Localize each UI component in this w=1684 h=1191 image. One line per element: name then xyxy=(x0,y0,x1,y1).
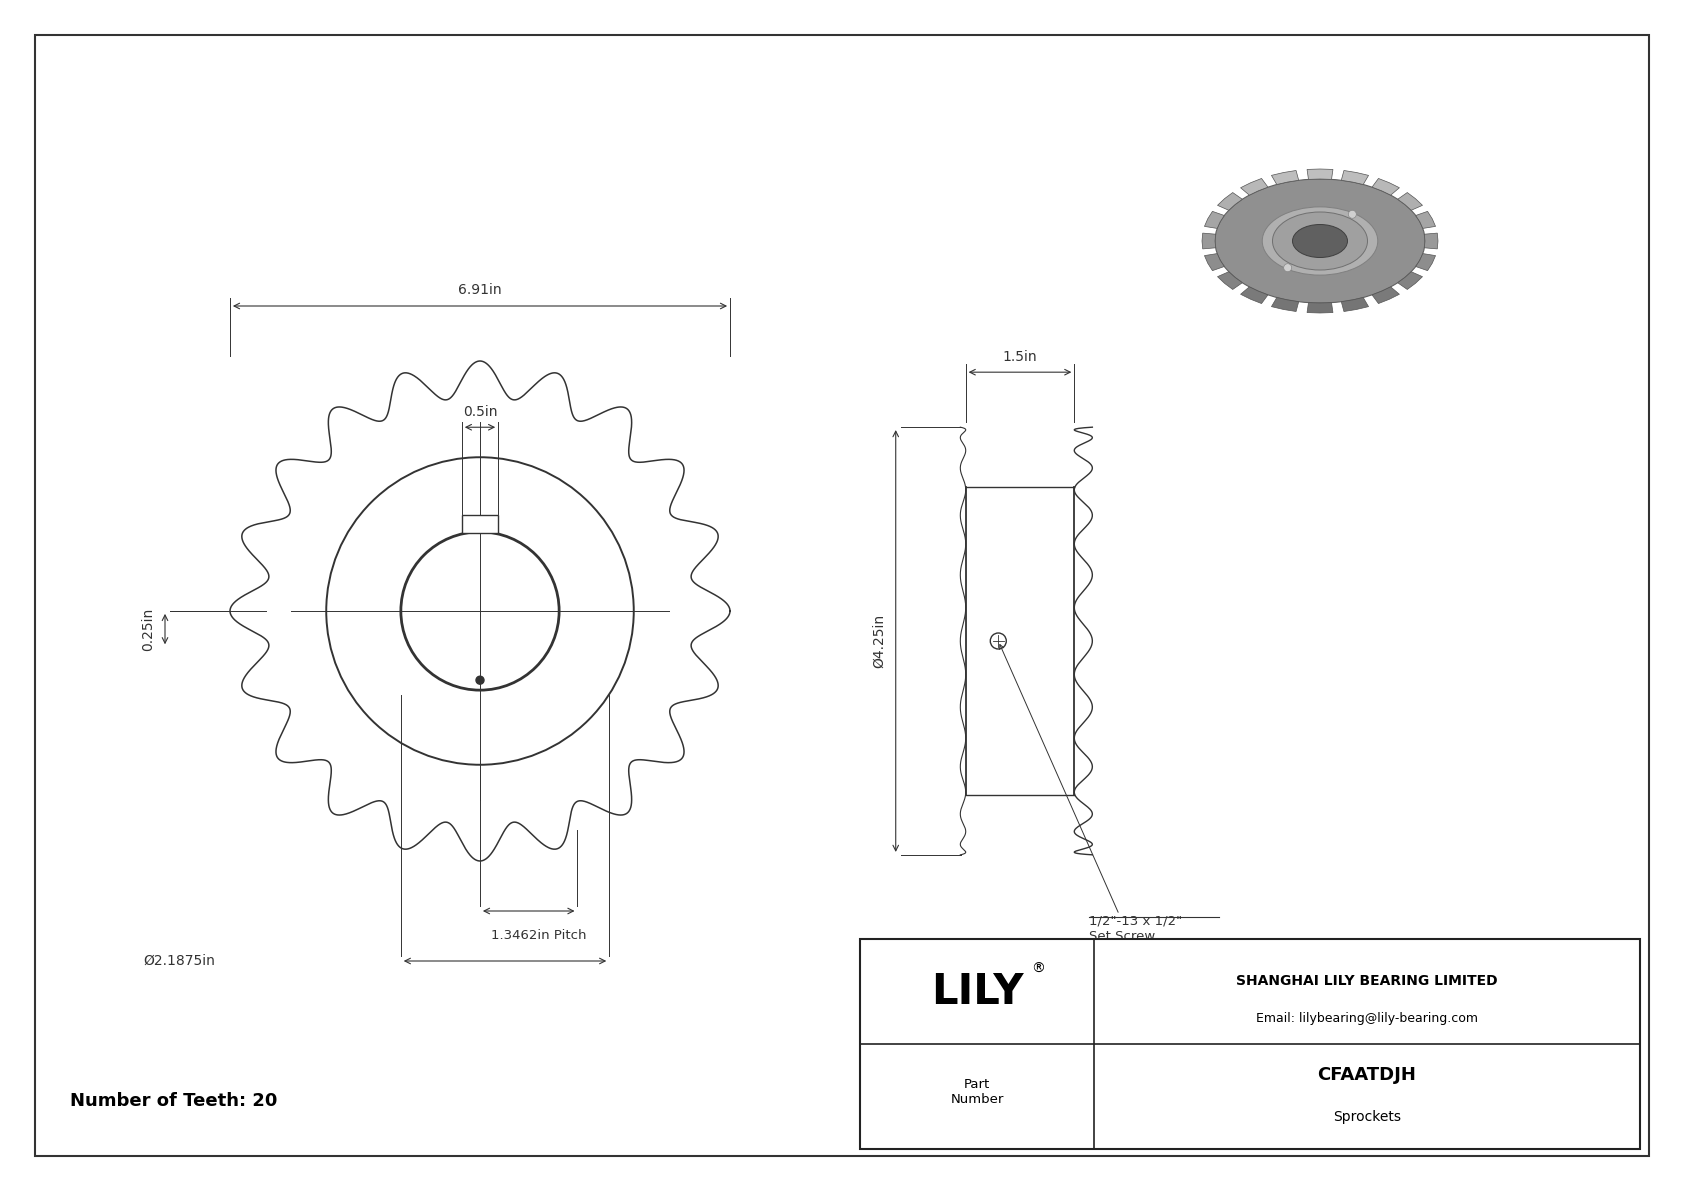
Polygon shape xyxy=(1425,233,1438,249)
Polygon shape xyxy=(1241,179,1268,195)
Text: Number of Teeth: 20: Number of Teeth: 20 xyxy=(71,1092,278,1110)
Text: Email: lilybearing@lily-bearing.com: Email: lilybearing@lily-bearing.com xyxy=(1256,1012,1479,1025)
Circle shape xyxy=(1349,211,1356,218)
Bar xyxy=(861,939,1640,1149)
Polygon shape xyxy=(1372,287,1399,304)
Polygon shape xyxy=(1372,179,1399,195)
Text: ®: ® xyxy=(1031,961,1044,975)
Text: Ø4.25in: Ø4.25in xyxy=(872,613,886,668)
Ellipse shape xyxy=(1214,179,1425,303)
Polygon shape xyxy=(1398,272,1423,289)
Text: 6.91in: 6.91in xyxy=(458,283,502,297)
Polygon shape xyxy=(1202,233,1216,249)
Bar xyxy=(461,515,498,532)
Ellipse shape xyxy=(1293,224,1347,257)
Polygon shape xyxy=(1204,211,1224,229)
Text: 1.3462in Pitch: 1.3462in Pitch xyxy=(492,929,586,942)
Polygon shape xyxy=(1416,254,1435,270)
Ellipse shape xyxy=(1273,212,1367,270)
Text: 0.5in: 0.5in xyxy=(463,405,497,419)
Polygon shape xyxy=(1271,170,1298,185)
Circle shape xyxy=(477,676,483,684)
Polygon shape xyxy=(1307,303,1334,313)
Text: Part
Number: Part Number xyxy=(950,1078,1004,1106)
Polygon shape xyxy=(1241,287,1268,304)
Polygon shape xyxy=(1271,298,1298,312)
Polygon shape xyxy=(1416,211,1435,229)
Text: Ø2.1875in: Ø2.1875in xyxy=(143,954,216,968)
Polygon shape xyxy=(1398,193,1423,211)
Polygon shape xyxy=(1218,272,1243,289)
Polygon shape xyxy=(1218,193,1243,211)
Text: CFAATDJH: CFAATDJH xyxy=(1317,1066,1416,1085)
Polygon shape xyxy=(1340,170,1369,185)
Text: 1.5in: 1.5in xyxy=(1002,350,1037,364)
Ellipse shape xyxy=(1263,207,1378,275)
Text: 0.25in: 0.25in xyxy=(141,607,155,650)
Text: SHANGHAI LILY BEARING LIMITED: SHANGHAI LILY BEARING LIMITED xyxy=(1236,974,1497,989)
Circle shape xyxy=(1283,263,1292,272)
Polygon shape xyxy=(1340,298,1369,312)
Polygon shape xyxy=(1307,169,1334,180)
Text: 1/2"-13 x 1/2"
Set Screw: 1/2"-13 x 1/2" Set Screw xyxy=(1090,915,1182,943)
Text: Sprockets: Sprockets xyxy=(1334,1110,1401,1124)
Polygon shape xyxy=(1204,254,1224,270)
Text: LILY: LILY xyxy=(931,971,1024,1012)
